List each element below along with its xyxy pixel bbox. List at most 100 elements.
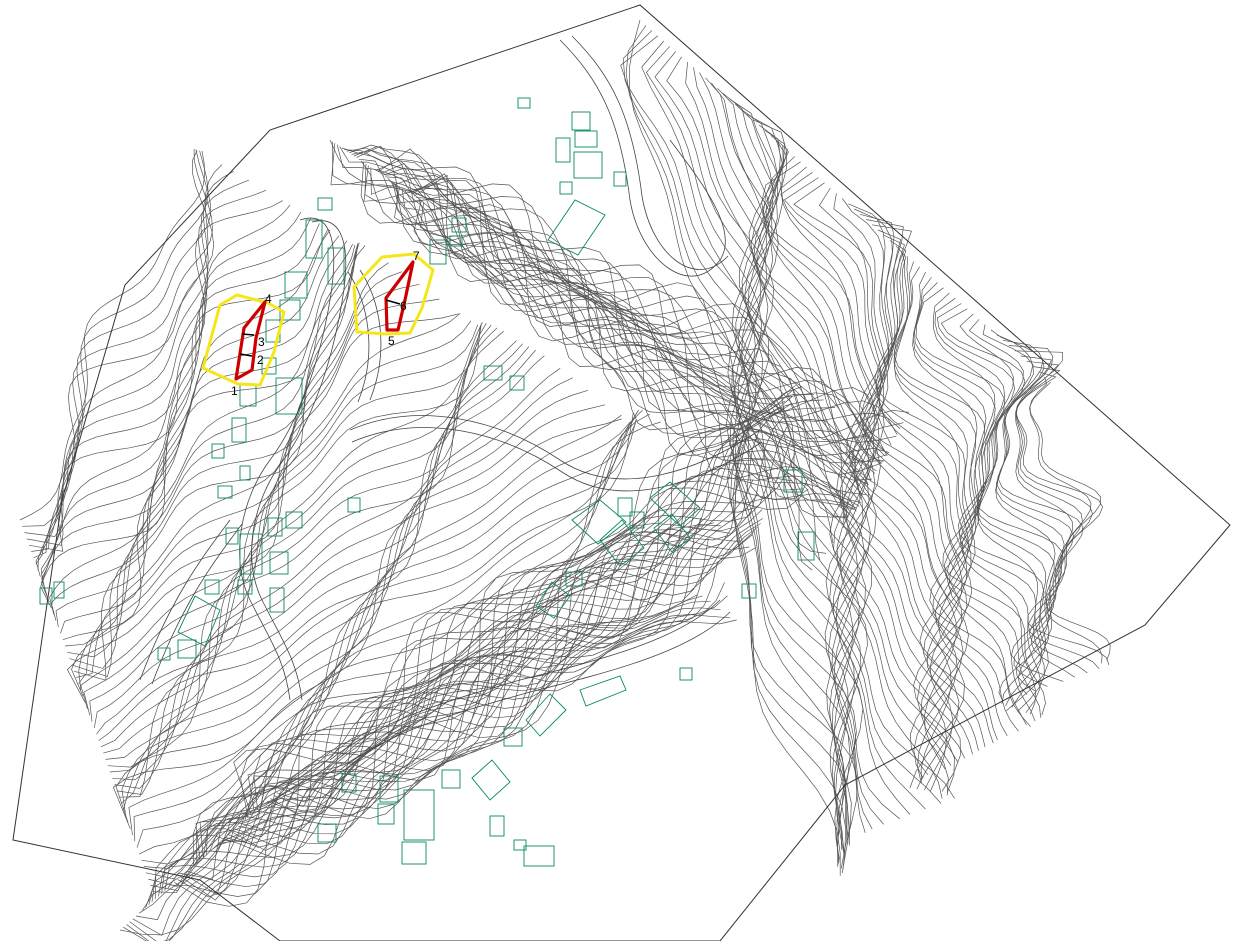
contour-line <box>763 156 955 793</box>
contour-line <box>413 174 845 529</box>
contour-line <box>401 187 857 509</box>
contour-line <box>394 186 857 509</box>
contour-line <box>263 385 796 805</box>
contour-line <box>351 150 886 457</box>
contour-line <box>40 204 291 584</box>
contour-line <box>145 409 639 880</box>
contour-line <box>100 323 487 748</box>
contour-line <box>150 413 650 891</box>
contour-line <box>114 346 530 789</box>
contour-line <box>115 404 606 823</box>
contour-line <box>126 600 711 941</box>
contour-line <box>35 200 283 577</box>
contour-line <box>195 479 754 861</box>
zone-left <box>201 293 286 387</box>
contour-line <box>996 339 1065 692</box>
contour-line <box>723 93 866 842</box>
contour-line <box>167 529 741 889</box>
contour-line <box>71 298 440 697</box>
contour-line <box>739 119 900 820</box>
contour-line <box>418 199 821 561</box>
contour-line <box>894 250 998 741</box>
contour-line <box>40 228 329 609</box>
parcel-right <box>384 260 415 332</box>
contour-line <box>968 319 1046 706</box>
point-label-5: 5 <box>388 334 395 348</box>
contour-line <box>67 244 359 658</box>
contour-line <box>625 25 846 874</box>
contour-line <box>761 161 961 792</box>
contour-line <box>121 389 589 817</box>
contour-line <box>363 165 872 481</box>
contour-line <box>780 172 954 791</box>
contour-line <box>389 179 848 519</box>
contour-line <box>142 582 725 911</box>
contour-line <box>767 145 943 799</box>
contour-line <box>171 531 750 897</box>
contour-line <box>231 479 808 851</box>
point-label-4: 4 <box>265 292 272 306</box>
contour-line <box>209 437 742 852</box>
contour-line <box>641 40 845 867</box>
contour-line <box>654 51 857 863</box>
contour-line <box>118 355 545 798</box>
contour-line <box>199 462 748 858</box>
contour-line <box>37 189 267 571</box>
contour-line <box>750 135 942 804</box>
contour-line <box>874 245 994 744</box>
contour-line <box>190 518 763 869</box>
contour-line <box>377 148 888 457</box>
contour-line <box>136 423 636 848</box>
contour-line <box>846 203 969 776</box>
contour-line <box>396 184 855 510</box>
contour-line <box>877 229 973 755</box>
contour-line <box>995 334 1056 695</box>
contour-line <box>62 244 356 641</box>
contour-line <box>139 419 637 855</box>
contour-line <box>132 614 731 936</box>
contour-line <box>141 412 634 865</box>
contour-line <box>31 164 223 552</box>
contour-line <box>413 200 813 571</box>
contour-line <box>780 166 948 792</box>
contour-lines <box>19 19 1111 941</box>
contour-line <box>276 407 836 803</box>
contour-line <box>71 242 360 678</box>
contour-line <box>349 144 892 446</box>
zone-right <box>352 252 435 336</box>
contour-line <box>135 619 737 921</box>
contour-line <box>793 182 965 789</box>
contour-line <box>93 325 482 728</box>
contour-line <box>225 474 803 845</box>
contour-line <box>148 538 709 905</box>
contour-line <box>936 303 1045 712</box>
contour-line <box>893 256 1008 736</box>
contour-line <box>116 349 536 795</box>
contour-line <box>133 421 631 842</box>
contour-line <box>78 283 420 691</box>
contour-line <box>195 494 758 863</box>
contour-line <box>235 453 796 838</box>
contour-line <box>26 148 213 546</box>
point-label-2: 2 <box>257 353 264 367</box>
contour-line <box>622 30 852 871</box>
contour-line <box>219 462 779 844</box>
contour-line <box>411 173 857 512</box>
contour-line <box>893 261 1019 732</box>
contour-line <box>151 517 702 903</box>
contour-line <box>41 217 311 596</box>
contour-line <box>180 530 756 901</box>
contour-line <box>107 330 504 768</box>
contour-line <box>940 308 1049 712</box>
contour-line <box>765 151 949 796</box>
contour-line <box>24 149 211 537</box>
contour-line <box>620 35 858 869</box>
contour-line <box>78 271 403 685</box>
contour-line <box>783 177 960 790</box>
contour-line <box>69 243 359 669</box>
contour-line <box>273 399 824 808</box>
contour-line <box>233 400 786 816</box>
contour-line <box>729 98 872 839</box>
contour-line <box>860 219 968 763</box>
point-label-1: 1 <box>231 384 238 398</box>
